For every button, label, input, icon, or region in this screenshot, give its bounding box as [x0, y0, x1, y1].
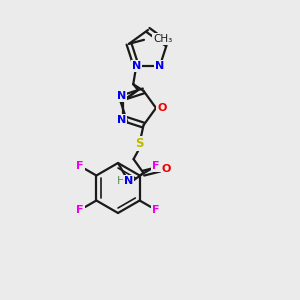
Text: H: H [117, 176, 126, 186]
Text: O: O [157, 103, 167, 113]
Text: N: N [124, 176, 133, 186]
Text: F: F [76, 161, 84, 171]
Text: F: F [152, 205, 160, 215]
Text: O: O [162, 164, 171, 174]
Text: CH₃: CH₃ [153, 34, 172, 44]
Text: N: N [132, 61, 141, 71]
Text: F: F [76, 205, 84, 215]
Text: N: N [117, 115, 126, 124]
Text: S: S [135, 136, 144, 150]
Text: F: F [152, 161, 160, 171]
Text: N: N [155, 61, 164, 71]
Text: N: N [117, 92, 126, 101]
